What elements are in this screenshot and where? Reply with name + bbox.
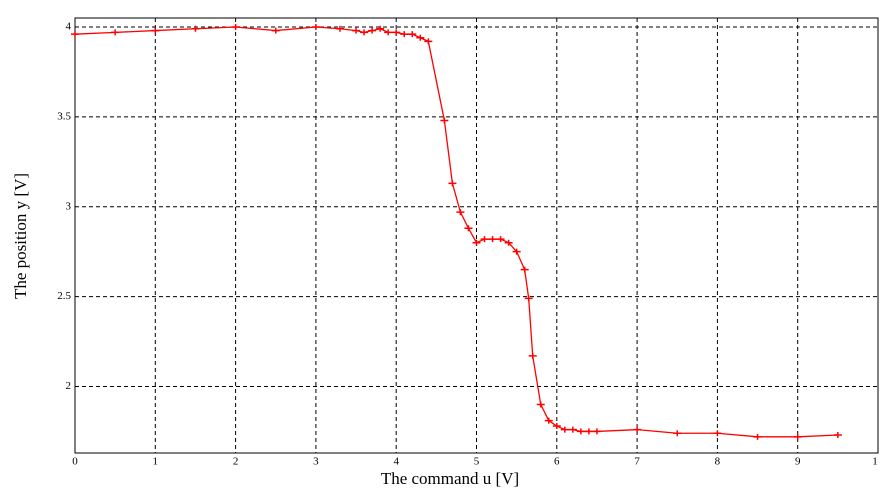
data-point	[111, 29, 120, 36]
data-point	[480, 236, 489, 243]
x-tick-label: 9	[795, 456, 801, 468]
x-tick-label: 1	[872, 456, 878, 468]
data-point	[191, 25, 200, 32]
data-point	[384, 29, 393, 36]
x-tick-label: 5	[474, 456, 480, 468]
data-point	[352, 27, 361, 34]
x-tick-label: 2	[233, 456, 239, 468]
y-axis-label: The position y [V]	[11, 173, 30, 299]
data-point	[271, 27, 280, 34]
data-point	[833, 432, 842, 439]
data-point	[520, 266, 529, 273]
data-point	[713, 430, 722, 437]
y-tick-label: 2.5	[57, 290, 71, 302]
data-point	[464, 225, 473, 232]
y-tick-label: 2	[66, 380, 72, 392]
data-point	[472, 239, 481, 246]
data-point	[424, 38, 433, 45]
data-point	[335, 25, 344, 32]
data-point	[512, 248, 521, 255]
x-tick-label: 3	[313, 456, 319, 468]
data-point	[488, 236, 497, 243]
data-point	[504, 239, 513, 246]
x-tick-label: 1	[153, 456, 159, 468]
data-point	[576, 428, 585, 435]
data-point	[408, 31, 417, 38]
data-point	[552, 423, 561, 430]
data-point	[673, 430, 682, 437]
data-point	[568, 426, 577, 433]
data-point	[360, 29, 369, 36]
x-tick-label: 4	[393, 456, 399, 468]
data-point	[544, 417, 553, 424]
plot-frame	[74, 17, 879, 454]
data-point	[392, 29, 401, 36]
data-point	[753, 433, 762, 440]
data-point	[592, 428, 601, 435]
data-point	[584, 428, 593, 435]
x-tick-label: 8	[715, 456, 721, 468]
x-axis-label: The command u [V]	[381, 469, 519, 488]
data-point	[231, 23, 240, 30]
data-point	[456, 209, 465, 216]
y-tick-label: 4	[66, 21, 72, 33]
data-point	[311, 23, 320, 30]
data-point	[151, 27, 160, 34]
data-point	[496, 236, 505, 243]
data-point	[793, 433, 802, 440]
data-point	[71, 31, 79, 38]
data-line	[74, 26, 838, 438]
x-tick-label: 6	[554, 456, 560, 468]
y-tick-label: 3	[66, 200, 72, 212]
data-point	[560, 426, 569, 433]
data-point	[440, 117, 449, 124]
data-point	[524, 295, 533, 302]
data-point	[368, 27, 377, 34]
data-point	[633, 426, 642, 433]
x-tick-label: 7	[634, 456, 640, 468]
data-point	[448, 180, 457, 187]
data-point	[376, 25, 385, 32]
data-point	[400, 31, 409, 38]
data-point	[536, 401, 545, 408]
x-tick-label: 0	[72, 456, 78, 468]
data-point	[528, 352, 537, 359]
y-tick-label: 3.5	[57, 110, 71, 122]
data-point	[416, 34, 425, 41]
